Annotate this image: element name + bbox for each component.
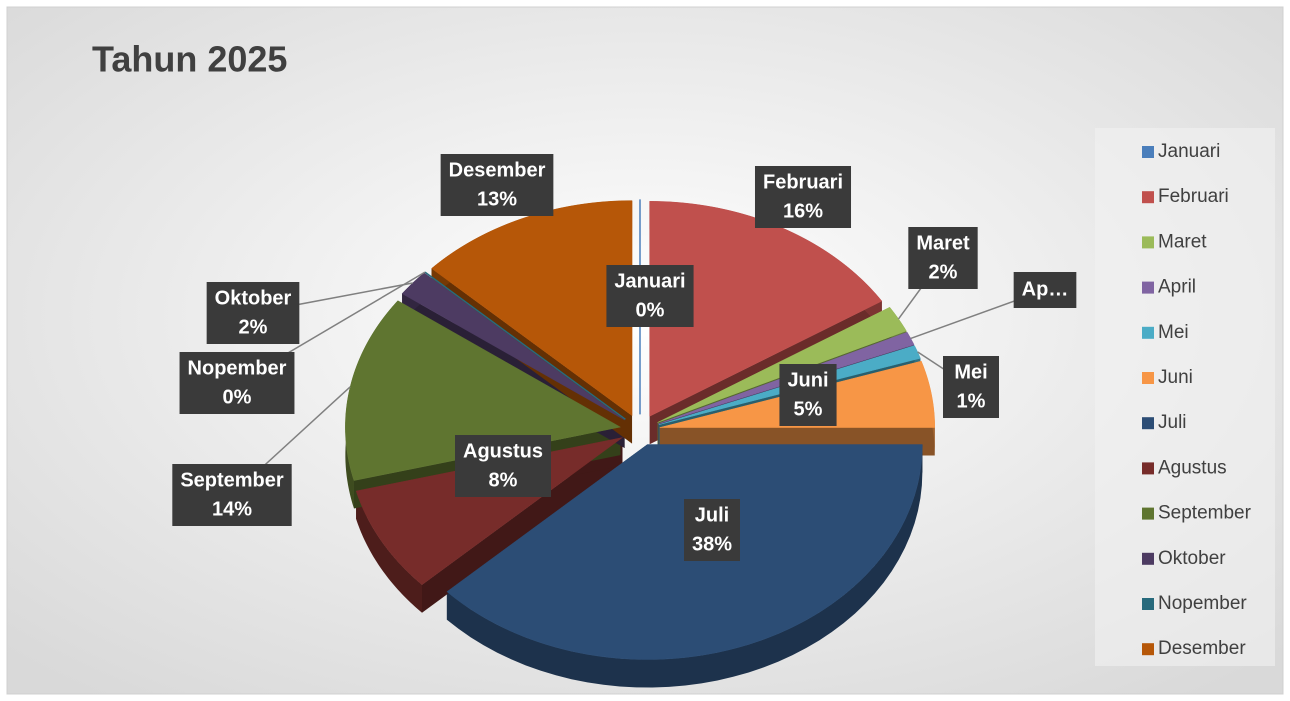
data-label-box — [606, 265, 694, 327]
pie-slice — [355, 437, 623, 586]
data-label-value: 1% — [957, 390, 986, 412]
data-label-name: Maret — [916, 232, 970, 254]
slice-edge — [422, 437, 623, 613]
legend-label: Juli — [1158, 412, 1187, 433]
legend-swatch — [1142, 191, 1154, 204]
slice-side — [356, 491, 423, 613]
data-label-value: 16% — [783, 200, 823, 222]
legend-swatch — [1142, 598, 1154, 610]
data-label-box — [455, 435, 551, 497]
data-label-box — [779, 364, 837, 426]
data-label-box — [754, 166, 852, 228]
data-label-box — [172, 464, 292, 526]
legend-swatch — [1142, 281, 1154, 294]
legend-label: April — [1158, 277, 1196, 298]
legend-label: Agustus — [1158, 457, 1227, 478]
data-label-name: September — [180, 469, 284, 491]
data-label-name: Ap… — [1022, 278, 1069, 300]
legend-swatch — [1142, 417, 1154, 430]
pie-slice — [401, 272, 625, 421]
data-label-value: 38% — [692, 533, 732, 555]
data-label-value: 0% — [636, 299, 665, 321]
data-label-box — [206, 282, 300, 344]
legend-label: Oktober — [1158, 548, 1226, 569]
legend-swatch — [1142, 643, 1154, 656]
data-label-name: Agustus — [463, 440, 543, 462]
data-label-name: Februari — [763, 171, 843, 193]
pie-slice — [424, 271, 626, 420]
data-label-name: Mei — [954, 361, 987, 383]
slice-side — [446, 444, 923, 688]
data-label-name: Januari — [614, 270, 685, 292]
legend-label: Mei — [1158, 322, 1189, 343]
data-label-box — [440, 154, 554, 216]
data-label-name: Oktober — [215, 287, 292, 309]
data-label-value: 2% — [239, 316, 268, 338]
legend-label: Maret — [1158, 231, 1207, 252]
data-label-value: 5% — [794, 398, 823, 420]
legend-box — [1095, 128, 1275, 666]
legend-label: Januari — [1158, 141, 1220, 162]
data-label-box — [179, 352, 295, 414]
data-label-value: 13% — [477, 188, 517, 210]
data-label-box — [908, 227, 978, 289]
data-label-value: 14% — [212, 498, 252, 520]
data-label-value: 0% — [223, 386, 252, 408]
legend-swatch — [1142, 372, 1154, 384]
data-label-name: Juni — [787, 369, 828, 391]
data-label-value: 8% — [489, 469, 518, 491]
data-label-box — [684, 499, 740, 561]
pie-slice — [431, 200, 633, 417]
legend-label: Juni — [1158, 367, 1193, 388]
data-label-name: Nopember — [188, 357, 287, 379]
legend-swatch — [1142, 462, 1154, 475]
legend-label: Nopember — [1158, 593, 1247, 614]
chart-title: Tahun 2025 — [92, 39, 287, 80]
legend-swatch — [1142, 552, 1154, 565]
legend-label: September — [1158, 503, 1252, 524]
legend-label: Desember — [1158, 638, 1246, 659]
legend-label: Februari — [1158, 186, 1229, 207]
data-label-value: 2% — [929, 261, 958, 283]
data-label-name: Juli — [695, 504, 729, 526]
data-label-box — [1013, 272, 1077, 308]
data-label-box — [943, 356, 999, 418]
legend-swatch — [1142, 507, 1154, 520]
legend-swatch — [1142, 326, 1154, 339]
legend-swatch — [1142, 146, 1154, 158]
legend-swatch — [1142, 236, 1154, 249]
data-label-name: Desember — [449, 159, 546, 181]
